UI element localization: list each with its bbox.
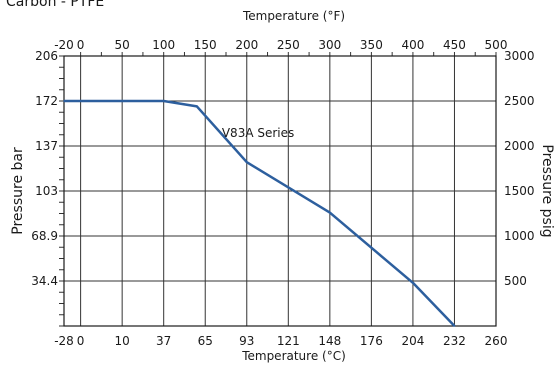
minor-ticks: [59, 52, 497, 327]
top-axis-label: Temperature (°F): [242, 9, 345, 23]
x-bottom-tick-label: 37: [156, 334, 171, 348]
x-bottom-tick-label: 0: [77, 334, 85, 348]
x-bottom-tick-label: 93: [239, 334, 254, 348]
x-top-tick-label: 500: [485, 38, 508, 52]
data-point: [63, 100, 65, 102]
x-top-tick-label: 0: [77, 38, 85, 52]
data-point: [453, 325, 456, 327]
x-bottom-tick-label: 121: [277, 334, 300, 348]
data-point: [245, 161, 248, 163]
y-left-tick-label: 137: [35, 139, 58, 153]
x-bottom-tick-label: 65: [198, 334, 213, 348]
y-right-tick-label: 1000: [504, 229, 535, 243]
x-bottom-tick-label: 148: [318, 334, 341, 348]
y-left-tick-label: 172: [35, 94, 58, 108]
plot-frame: [63, 55, 497, 327]
grid: [63, 55, 497, 326]
x-top-tick-label: 350: [360, 38, 383, 52]
y-right-tick-label: 1500: [504, 184, 535, 198]
y-left-tick-label: 103: [35, 184, 58, 198]
x-top-tick-label: 400: [401, 38, 424, 52]
right-axis-label: Pressure psig: [539, 144, 555, 237]
y-right-tick-label: 2000: [504, 139, 535, 153]
x-bottom-tick-label: 10: [115, 334, 130, 348]
x-top-tick-label: 100: [152, 38, 175, 52]
data-point: [412, 282, 414, 284]
y-left-tick-label: 206: [35, 49, 58, 63]
y-right-tick-label: 3000: [504, 49, 535, 63]
data-point: [329, 211, 331, 214]
x-top-tick-label: 450: [443, 38, 466, 52]
data-point: [162, 100, 165, 102]
series-annotation: V83A Series: [222, 126, 294, 140]
bottom-axis-label: Temperature (°C): [241, 349, 346, 363]
left-axis-label: Pressure bar: [10, 147, 26, 235]
x-top-tick-label: 300: [318, 38, 341, 52]
y-right-tick-label: 500: [504, 274, 527, 288]
x-bottom-tick-label: 232: [443, 334, 466, 348]
x-top-tick-label: 50: [115, 38, 130, 52]
chart-heading: Carbon - PTFE: [6, 0, 104, 10]
y-left-tick-label: 68.9: [31, 229, 58, 243]
x-bottom-tick-label: 176: [360, 334, 383, 348]
x-top-tick-label: 150: [194, 38, 217, 52]
x-top-tick-label: 250: [277, 38, 300, 52]
x-bottom-tick-label: 260: [485, 334, 508, 348]
x-bottom-tick-label: -28: [54, 334, 74, 348]
y-left-tick-label: 34.4: [31, 274, 58, 288]
y-right-tick-label: 2500: [504, 94, 535, 108]
x-top-tick-label: 200: [235, 38, 258, 52]
x-bottom-tick-label: 204: [401, 334, 424, 348]
x-top-tick-label: -20: [54, 38, 74, 52]
tick-labels: -20-280050101003715065200932501213001483…: [31, 38, 534, 348]
series-layer: [63, 99, 456, 327]
data-point: [196, 105, 198, 108]
